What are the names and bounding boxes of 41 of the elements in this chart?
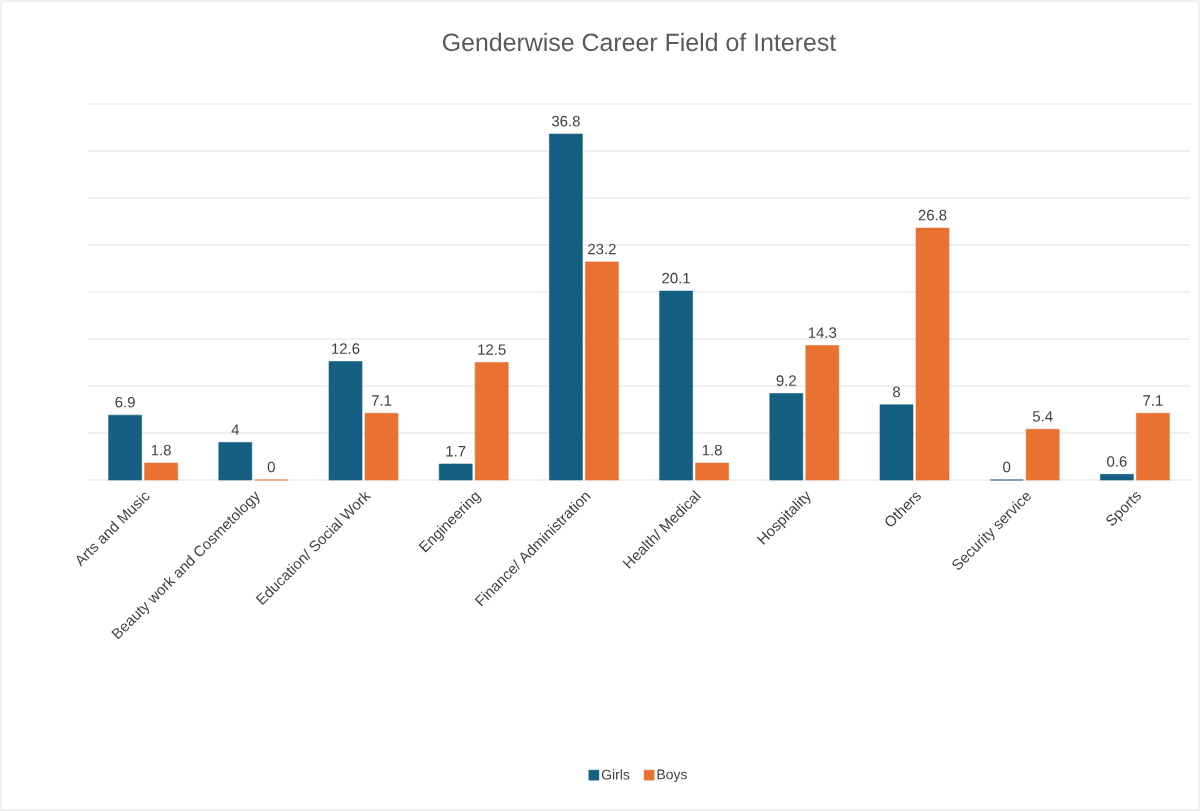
bar: [144, 462, 178, 481]
data-label: 23.2: [588, 243, 616, 255]
bar: [879, 404, 914, 481]
bar: [438, 463, 473, 481]
data-label: 36.8: [551, 115, 580, 127]
bar: [218, 442, 253, 481]
data-label: 0: [267, 461, 275, 473]
data-label: 9.2: [776, 375, 796, 386]
bar: [1100, 474, 1134, 481]
data-label: 12.5: [478, 344, 506, 355]
legend-label: Girls: [601, 769, 630, 780]
data-label: 8: [893, 386, 900, 398]
bar: [328, 361, 363, 481]
legend-label: Boys: [657, 769, 687, 783]
bar: [1025, 428, 1060, 481]
bar: [805, 345, 840, 481]
data-label: 0.6: [1107, 456, 1127, 467]
bar: [474, 362, 509, 481]
bar: [769, 393, 804, 481]
data-label: 14.3: [808, 327, 837, 338]
data-label: 12.6: [332, 343, 360, 354]
bar: [915, 227, 950, 481]
data-label: 0: [1003, 461, 1011, 473]
chart-title: Genderwise Career Field of Interest: [442, 32, 837, 52]
bar: [108, 414, 142, 481]
data-label: 4: [231, 424, 240, 435]
data-label: 20.1: [662, 272, 690, 284]
data-label: 1.8: [151, 444, 171, 456]
bar: [695, 462, 729, 481]
bar: [364, 412, 399, 481]
bar: [659, 290, 693, 481]
data-label: 5.4: [1032, 411, 1053, 422]
bar: [585, 261, 619, 481]
bar: [549, 133, 583, 481]
data-label: 7.1: [371, 395, 392, 406]
data-label: 6.9: [115, 396, 135, 408]
data-label: 26.8: [918, 209, 947, 221]
data-label: 7.1: [1143, 395, 1163, 406]
data-label: 1.8: [702, 444, 722, 456]
data-label: 1.7: [446, 446, 466, 457]
bar: [1136, 412, 1170, 481]
